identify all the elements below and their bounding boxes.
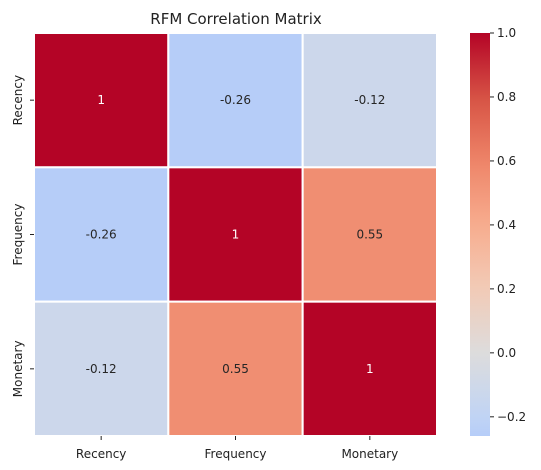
heatmap-cell-frequency-frequency-label: 1 (232, 228, 240, 242)
colorbar-gradient (470, 33, 490, 436)
heatmap-cell-frequency-monetary (301, 166, 438, 303)
x-tick-label-frequency: Frequency (205, 447, 267, 461)
colorbar-tick-label: 0.4 (497, 218, 516, 232)
heatmap-cell-recency-frequency-label: -0.26 (220, 93, 251, 107)
colorbar-tick-label: 0.2 (497, 282, 516, 296)
y-tick-label-monetary: Monetary (11, 340, 25, 397)
heatmap-cell-frequency-recency (33, 166, 170, 303)
y-tick-label-recency: Recency (11, 75, 25, 125)
x-axis-ticks: Recency Frequency Monetary (76, 436, 398, 461)
colorbar-tick-label: 0.0 (497, 346, 516, 360)
x-tick-label-monetary: Monetary (341, 447, 398, 461)
y-tick-label-frequency: Frequency (11, 204, 25, 266)
heatmap-cell-recency-monetary-label: -0.12 (354, 93, 385, 107)
heatmap-cell-recency-monetary (301, 32, 438, 169)
heatmap-cell-recency-recency-label: 1 (97, 93, 105, 107)
heatmap-cell-monetary-recency-label: -0.12 (86, 362, 117, 376)
colorbar-tick-label: 0.8 (497, 90, 516, 104)
heatmap-cell-frequency-monetary-label: 0.55 (356, 228, 383, 242)
heatmap-cell-monetary-frequency-label: 0.55 (222, 362, 249, 376)
heatmap-cell-recency-recency (33, 32, 170, 169)
chart-title: RFM Correlation Matrix (150, 10, 322, 28)
heatmap-cell-recency-frequency (167, 32, 304, 169)
colorbar-tick-label: 0.6 (497, 154, 516, 168)
heatmap-cells: 1 -0.26 -0.12 -0.26 1 0.55 -0.12 0.55 1 (33, 32, 438, 437)
colorbar-tick-label: 1.0 (497, 26, 516, 40)
colorbar: 1.0 0.8 0.6 0.4 0.2 0.0 −0.2 (470, 26, 526, 436)
y-axis-ticks: Recency Frequency Monetary (11, 75, 34, 397)
heatmap-cell-monetary-frequency (167, 300, 304, 437)
x-tick-label-recency: Recency (76, 447, 126, 461)
heatmap-cell-monetary-monetary-label: 1 (366, 362, 374, 376)
colorbar-tick-label: −0.2 (497, 410, 526, 424)
heatmap-cell-frequency-recency-label: -0.26 (86, 228, 117, 242)
